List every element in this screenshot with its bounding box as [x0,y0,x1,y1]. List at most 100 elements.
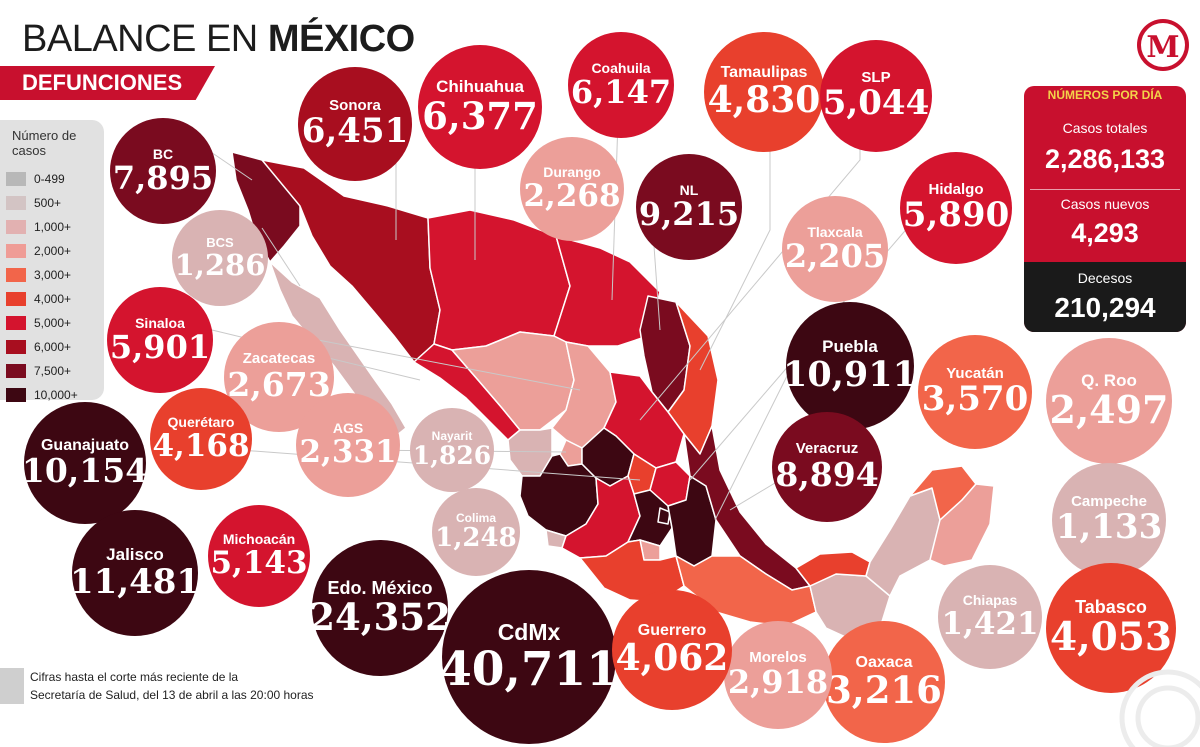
state-value: 2,205 [784,236,886,275]
state-value: 6,377 [422,93,538,138]
state-name: Chihuahua [436,77,524,97]
map-state-qroo [929,483,995,567]
state-value: 10,154 [21,451,149,491]
daily-stats-panel: NÚMEROS POR DÍA Casos totales 2,286,133 … [1024,86,1186,332]
state-value: 3,216 [826,668,942,713]
deaths-label: Decesos [1077,270,1133,286]
state-bubble: BC 7,895 [110,118,216,224]
state-value: 2,918 [727,663,829,702]
state-bubble: Querétaro 4,168 [150,388,252,490]
state-bubble: SLP 5,044 [820,40,932,152]
state-value: 6,451 [301,111,409,152]
legend-swatch [6,364,26,378]
state-value: 2,497 [1049,387,1169,433]
legend-swatch [6,196,26,210]
state-name: BC [152,145,174,162]
state-name: Sinaloa [135,314,185,331]
state-name: Morelos [749,648,807,666]
note-marker [0,668,24,704]
state-name: Coahuila [591,59,651,76]
state-bubble: Tabasco 4,053 [1046,563,1176,693]
map-state-guerrero [579,539,685,603]
legend-label: 0-499 [34,172,65,186]
state-bubble: Guanajuato 10,154 [21,402,149,524]
state-value: 5,044 [822,83,930,124]
deaths-value: 210,294 [1054,292,1156,323]
state-value: 4,830 [707,78,821,121]
state-bubble: Chihuahua 6,377 [418,45,542,169]
state-name: CdMx [497,618,561,645]
state-name: Sonora [329,96,381,114]
state-name: Durango [543,164,601,181]
map-state-cdmx [657,507,671,525]
source-note-line1: Cifras hasta el corte más reciente de la [30,670,239,684]
state-bubble: Oaxaca 3,216 [823,621,945,743]
state-bubble: Tamaulipas 4,830 [704,32,824,152]
map-state-coahuila [553,235,661,347]
state-bubble: Nayarit 1,826 [410,408,494,492]
state-value: 40,711 [439,641,619,697]
state-value: 11,481 [69,561,201,602]
state-name: Zacatecas [242,350,316,368]
state-name: Querétaro [167,414,235,431]
total-cases-label: Casos totales [1062,120,1148,136]
state-bubble: Durango 2,268 [520,137,624,241]
state-value: 1,133 [1055,507,1163,548]
legend-label: 2,000+ [34,244,72,258]
state-name: BCS [206,234,234,250]
legend-swatch [6,172,26,186]
state-value: 9,215 [638,194,740,233]
legend-label: 1,000+ [34,220,72,234]
title-light: BALANCE EN [22,18,268,60]
state-name: Tamaulipas [720,64,808,82]
legend-swatch [6,388,26,402]
state-bubble: Colima 1,248 [432,488,520,576]
state-value: 24,352 [309,595,451,640]
state-value: 4,168 [152,428,250,465]
state-bubble: Michoacán 5,143 [208,505,310,607]
legend-swatch [6,220,26,234]
total-cases-value: 2,286,133 [1044,144,1166,174]
title-bold: MÉXICO [267,18,415,60]
watermark-logo-icon [1119,669,1200,747]
state-name: Veracruz [795,440,859,458]
state-name: Nayarit [431,429,473,444]
state-name: Guerrero [637,622,707,640]
state-bubble: Guerrero 4,062 [612,590,732,710]
state-value: 1,286 [174,247,266,282]
state-value: 2,268 [523,178,621,215]
state-name: NL [679,181,699,198]
state-value: 1,826 [412,441,492,471]
source-note-line2: Secretaría de Salud, del 13 de abril a l… [30,688,314,702]
logo-letter: M [1146,30,1179,65]
state-bubble: Edo. México 24,352 [309,540,451,676]
state-name: Campeche [1071,492,1147,510]
state-name: Tlaxcala [807,223,863,240]
legend-label: 500+ [34,196,62,210]
state-bubble: CdMx 40,711 [439,570,619,744]
state-bubble: Morelos 2,918 [724,621,832,729]
state-bubble: Coahuila 6,147 [568,32,674,138]
state-bubble: Yucatán 3,570 [918,335,1032,449]
new-cases-label: Casos nuevos [1060,196,1150,212]
state-bubble: AGS 2,331 [296,393,400,497]
state-value: 1,248 [435,522,517,553]
legend-swatch [6,340,26,354]
state-name: Jalisco [106,544,164,564]
state-value: 5,890 [902,195,1010,236]
state-bubble: Campeche 1,133 [1052,463,1166,577]
state-value: 10,911 [783,353,917,395]
subtitle-banner: DEFUNCIONES [0,66,215,100]
state-name: Chiapas [962,592,1018,609]
state-bubble: Tlaxcala 2,205 [782,196,888,302]
state-bubble: Sonora 6,451 [298,67,412,181]
legend-swatch [6,268,26,282]
new-cases-value: 4,293 [1071,218,1139,248]
state-value: 2,331 [299,434,397,471]
state-bubble: Puebla 10,911 [783,302,917,430]
state-name: Edo. México [327,577,433,598]
legend: Número de casos 0-499 500+ 1,000+ 2,000+ 3,0… [0,120,104,402]
state-bubble: BCS 1,286 [172,210,268,306]
